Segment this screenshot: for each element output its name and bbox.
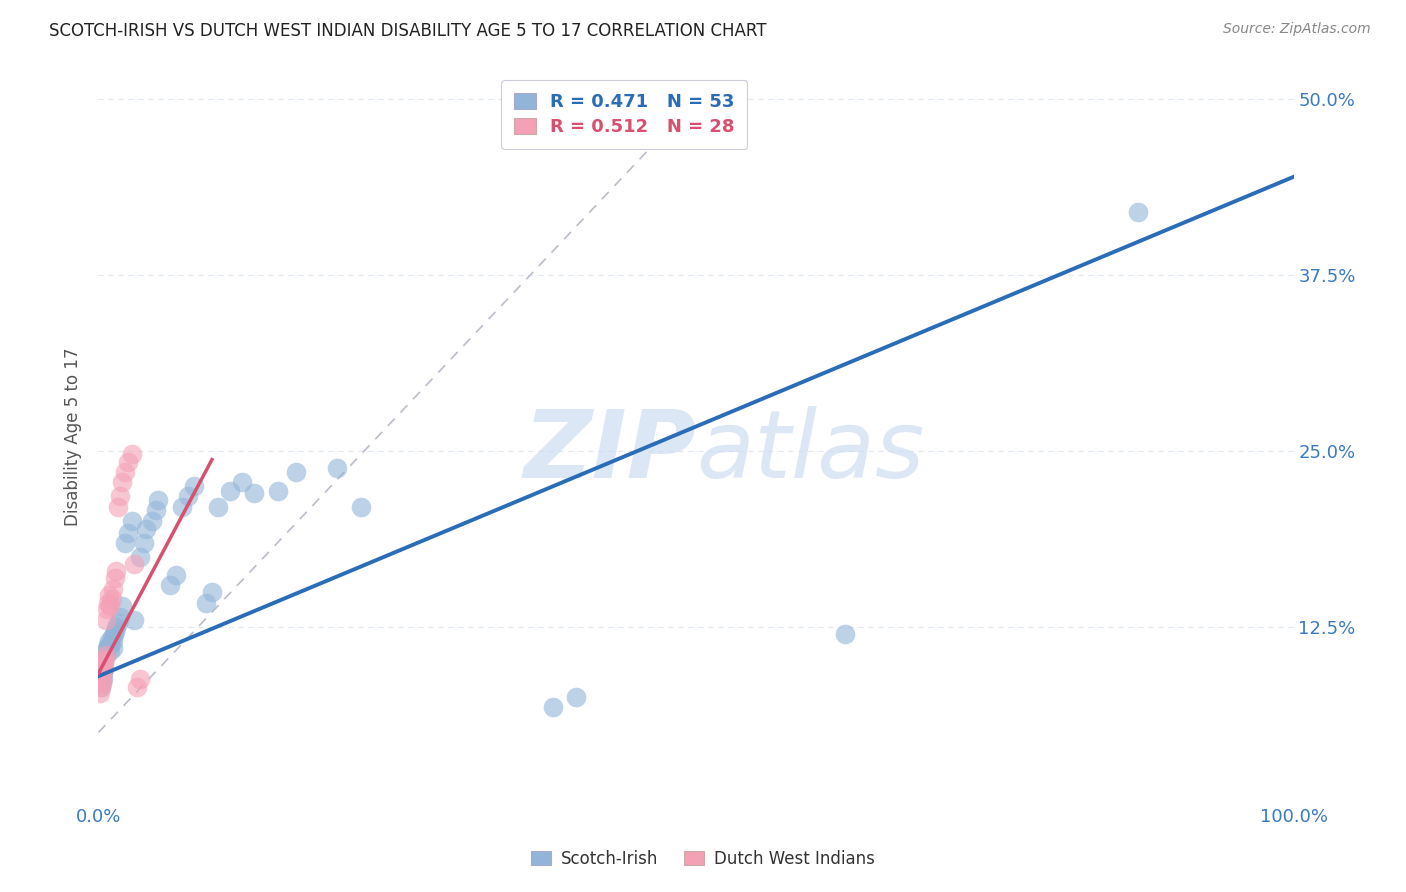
Point [101,634,124,648]
Point [91,666,114,681]
Point [121,447,143,461]
Point [565,690,588,705]
Point [117,455,139,469]
Legend: Scotch-Irish, Dutch West Indians: Scotch-Irish, Dutch West Indians [524,844,882,875]
Point [91,657,114,672]
Point [350,500,373,515]
Point [97,596,120,610]
Point [141,515,163,529]
Point [108,489,131,503]
Point [125,681,148,695]
Point [97,638,120,652]
Point [94,644,117,658]
Point [101,582,124,596]
Point [201,584,224,599]
Point [90,681,112,695]
Point [93,662,115,676]
Point [114,535,136,549]
Point [129,672,152,686]
Text: Source: ZipAtlas.com: Source: ZipAtlas.com [1223,22,1371,37]
Point [94,613,117,627]
Point [107,500,129,515]
Point [231,475,253,489]
Point [105,564,128,578]
Point [219,483,242,498]
Point [284,465,307,479]
Text: atlas: atlas [696,406,924,497]
Point [132,535,155,549]
Point [103,627,125,641]
Point [90,681,112,695]
Point [165,568,187,582]
Point [98,644,122,658]
Point [121,515,143,529]
Point [834,627,856,641]
Point [243,486,266,500]
Point [145,503,167,517]
Point [98,638,122,652]
Text: SCOTCH-IRISH VS DUTCH WEST INDIAN DISABILITY AGE 5 TO 17 CORRELATION CHART: SCOTCH-IRISH VS DUTCH WEST INDIAN DISABI… [49,22,766,40]
Point [195,596,218,610]
Point [541,700,564,714]
Point [100,591,122,606]
Point [91,672,114,686]
Point [94,648,117,662]
Point [108,610,131,624]
Point [172,500,194,515]
Point [91,676,114,690]
Point [93,655,115,669]
Point [94,648,117,662]
Point [104,624,127,639]
Point [98,599,122,613]
Point [207,500,229,515]
Point [91,662,114,676]
Point [105,620,128,634]
Point [98,588,121,602]
Point [111,475,134,489]
Point [183,479,205,493]
Point [98,634,121,648]
Point [111,599,134,613]
Legend: R = 0.471   N = 53, R = 0.512   N = 28: R = 0.471 N = 53, R = 0.512 N = 28 [502,80,747,148]
Point [159,578,181,592]
Text: ZIP: ZIP [523,406,696,498]
Point [101,641,124,656]
Point [114,465,136,479]
Point [100,630,122,644]
Point [93,652,115,666]
Point [91,666,114,681]
Point [90,676,112,690]
Point [124,557,146,571]
Point [107,615,129,630]
Point [267,483,290,498]
Point [89,686,111,700]
Point [96,601,118,615]
Point [91,672,114,686]
Point [96,641,118,656]
Point [93,655,115,669]
Point [326,461,349,475]
Point [177,489,200,503]
Point [1128,205,1150,219]
Y-axis label: Disability Age 5 to 17: Disability Age 5 to 17 [65,348,83,526]
Point [124,613,146,627]
Point [148,493,170,508]
Point [104,571,127,585]
Point [135,521,157,535]
Point [129,549,152,564]
Point [117,525,139,540]
